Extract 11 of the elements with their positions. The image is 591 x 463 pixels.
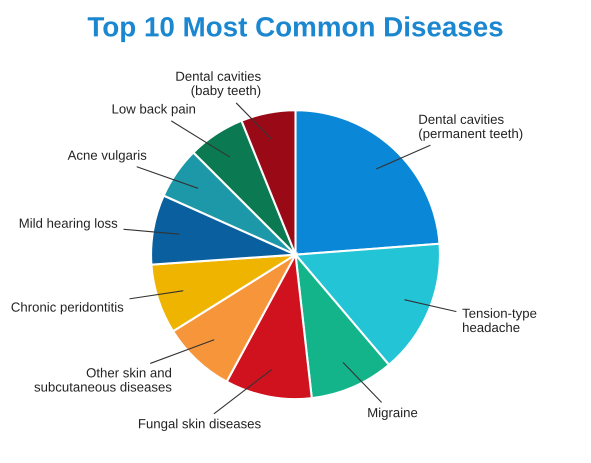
- slice-label: Dental cavities (permanent teeth): [419, 114, 522, 141]
- chart-title: Top 10 Most Common Diseases: [88, 16, 503, 42]
- slice-label: Migraine: [368, 408, 418, 420]
- slice-label: Dental cavities (baby teeth): [176, 71, 261, 98]
- slice-label: Fungal skin diseases: [138, 418, 261, 431]
- slice-label: Mild hearing loss: [20, 218, 118, 230]
- slice-label: Chronic peridontitis: [12, 302, 124, 314]
- slice-label: Acne vulgaris: [68, 150, 146, 162]
- slice-label: Tension-type headache: [462, 308, 536, 332]
- slice-label: Low back pain: [112, 104, 196, 116]
- slice-label: Other skin and subcutaneous diseases: [34, 368, 172, 392]
